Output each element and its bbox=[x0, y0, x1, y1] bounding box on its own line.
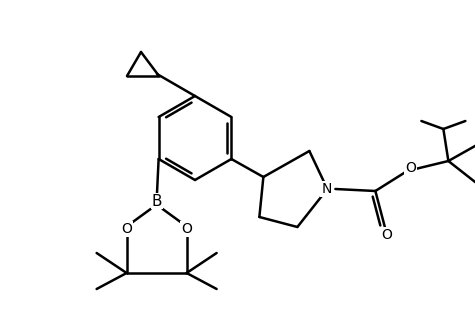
Text: O: O bbox=[121, 222, 132, 236]
Text: O: O bbox=[405, 161, 416, 175]
Text: B: B bbox=[152, 194, 162, 209]
Text: N: N bbox=[321, 182, 332, 196]
Text: O: O bbox=[181, 222, 192, 236]
Text: O: O bbox=[381, 228, 392, 242]
